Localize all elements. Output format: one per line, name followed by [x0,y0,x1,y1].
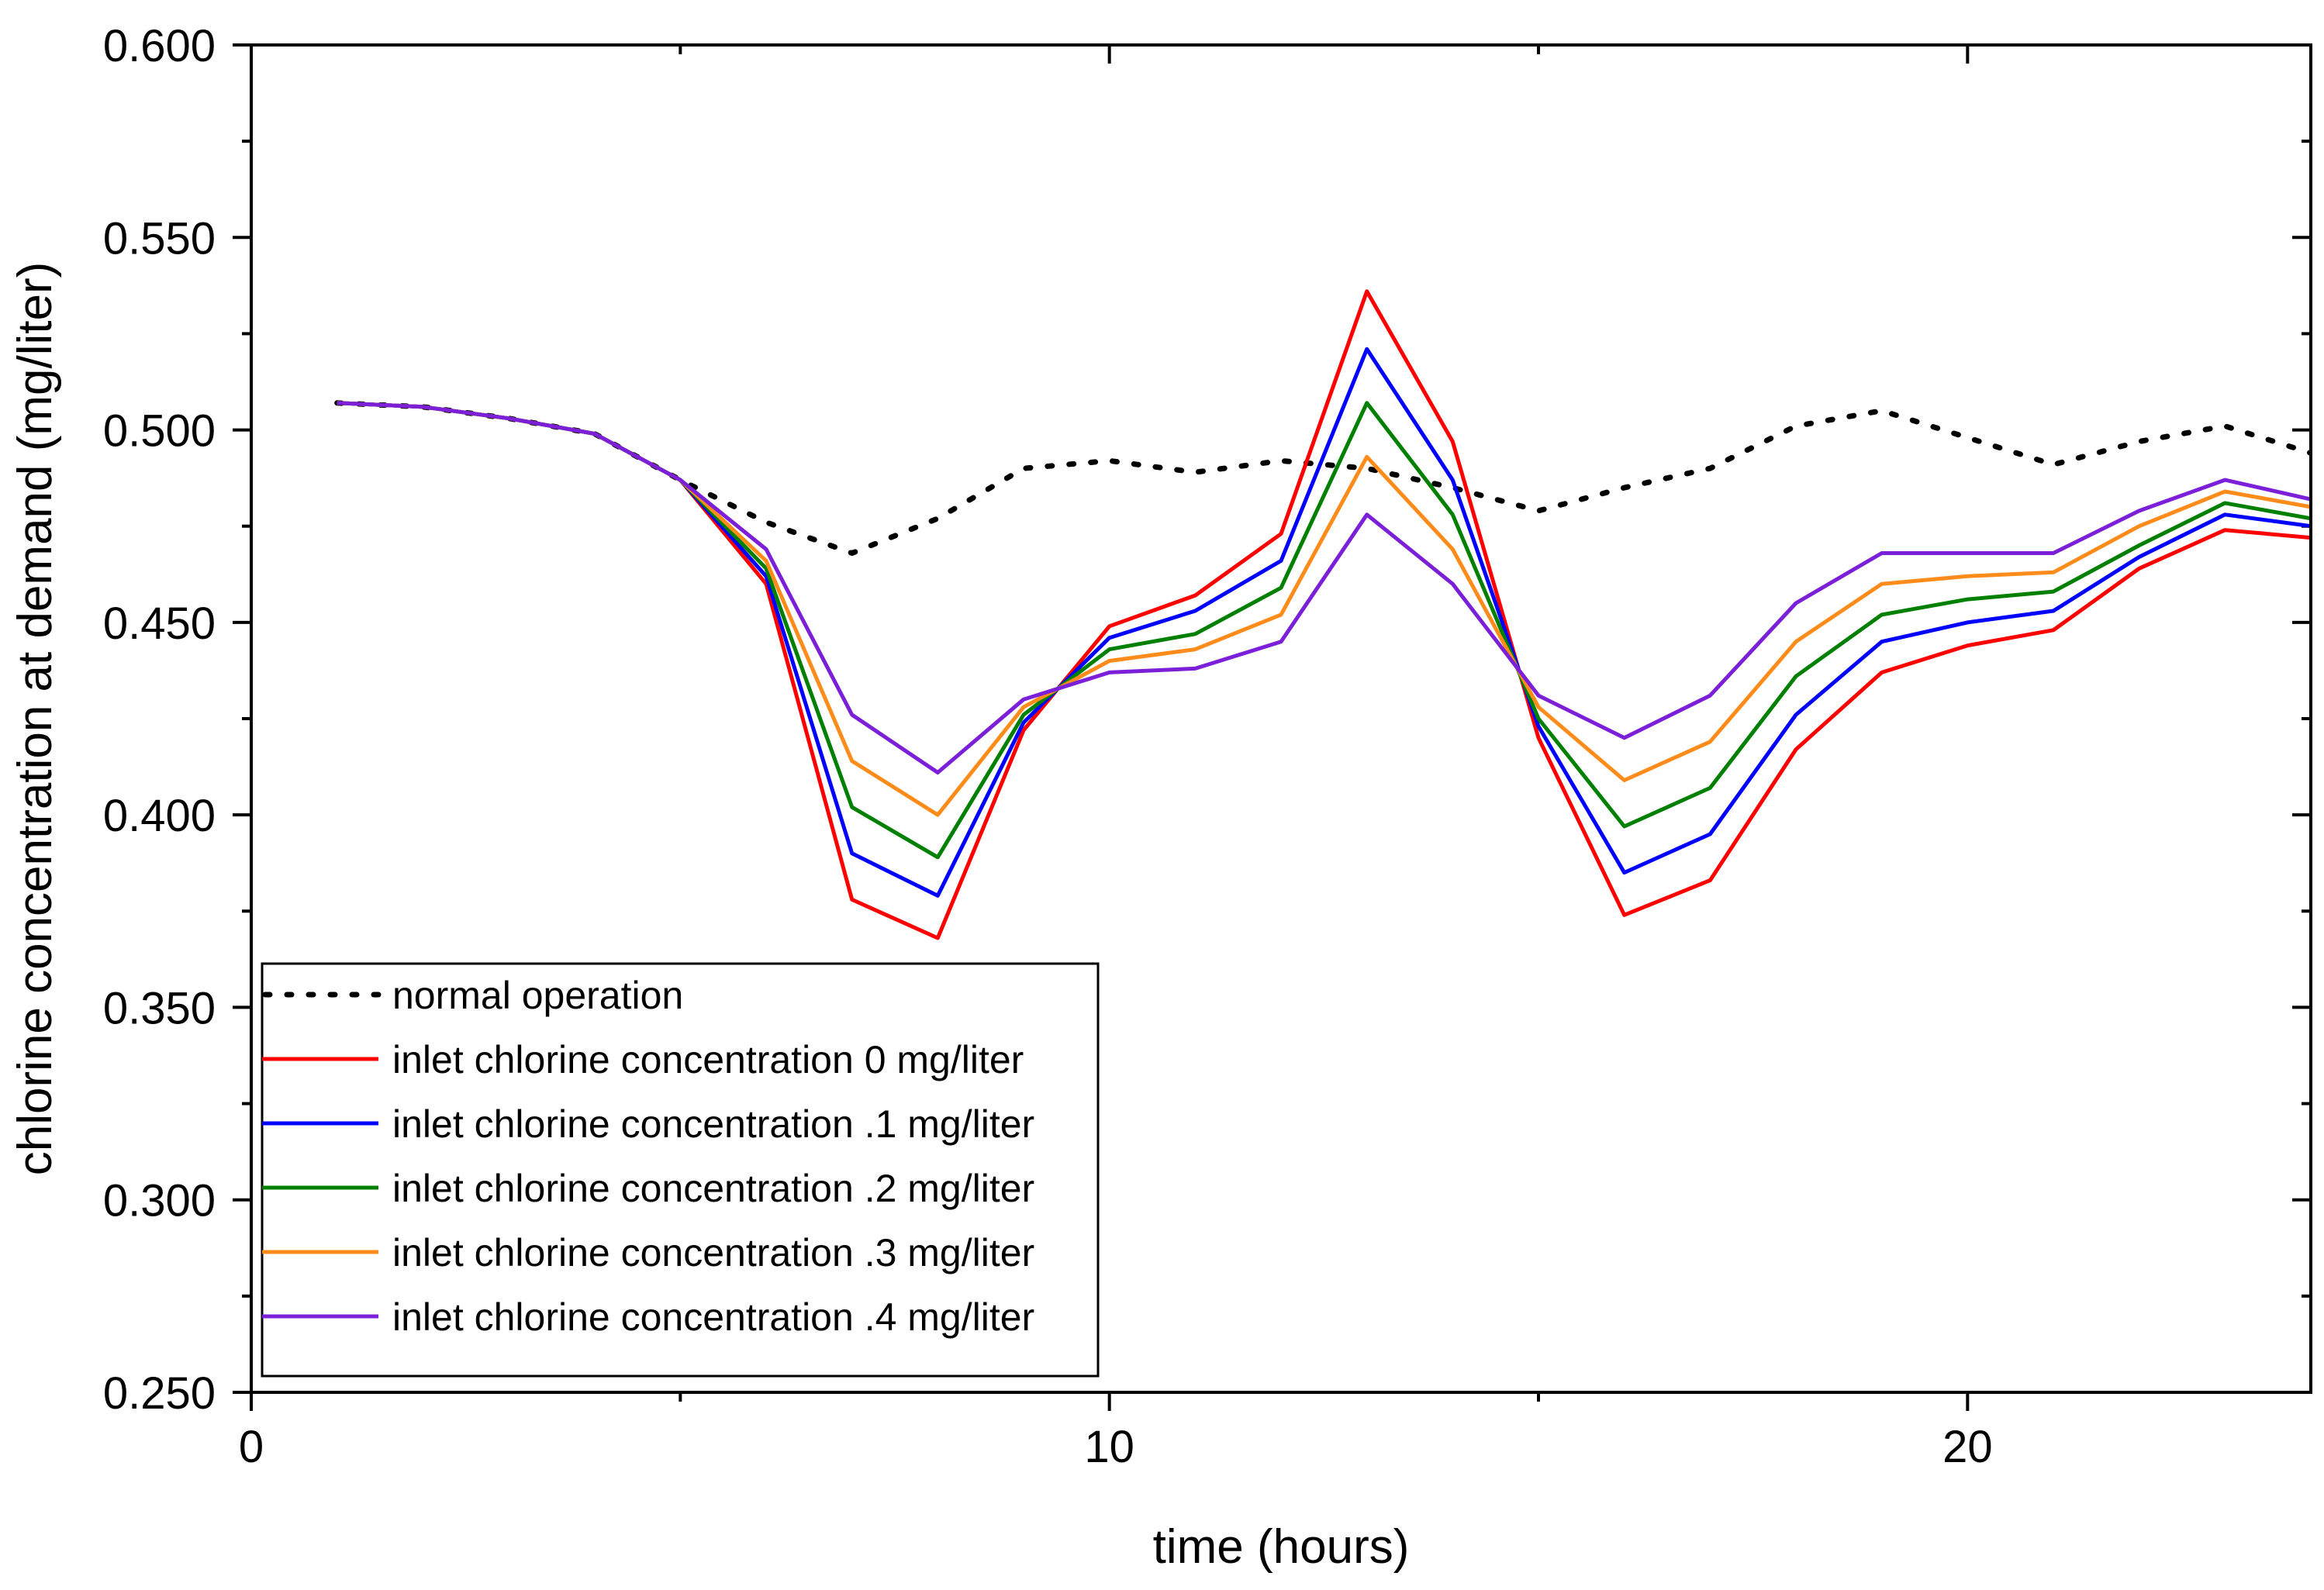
y-tick-label: 0.400 [103,791,216,841]
legend-label: inlet chlorine concentration .1 mg/liter [392,1102,1034,1146]
y-tick-label: 0.350 [103,983,216,1033]
x-tick-label: 0 [239,1422,264,1472]
plot-frame [250,43,2312,1394]
series-line-inlet-chlorine-concentration-4-mg-liter [337,401,2311,774]
y-tick-label: 0.300 [103,1176,216,1226]
x-axis-title: time (hours) [1153,1520,1410,1574]
legend-label: normal operation [392,974,683,1017]
y-tick-label: 0.600 [103,21,216,71]
y-tick-label: 0.500 [103,406,216,457]
series-lines [334,289,2311,940]
x-tick-label: 10 [1084,1422,1134,1472]
legend-label: inlet chlorine concentration .2 mg/liter [392,1167,1034,1210]
y-tick-label: 0.450 [103,598,216,649]
legend-label: inlet chlorine concentration 0 mg/liter [392,1038,1024,1081]
y-tick-label: 0.550 [103,213,216,264]
y-axis-title: chlorine concentration at demand (mg/lit… [9,262,62,1176]
legend-label: inlet chlorine concentration .3 mg/liter [392,1231,1034,1274]
tick-labels: 0.250 0.300 0.350 0.400 0.450 0.500 0.550 0.600… [103,21,1993,1472]
x-tick-label: 20 [1942,1422,1993,1472]
y-tick-label: 0.250 [103,1368,216,1419]
legend-label: inlet chlorine concentration .4 mg/liter [392,1295,1034,1339]
legend: normal operation inlet chlorine concentra… [261,962,1100,1378]
legend-box [261,962,1100,1378]
